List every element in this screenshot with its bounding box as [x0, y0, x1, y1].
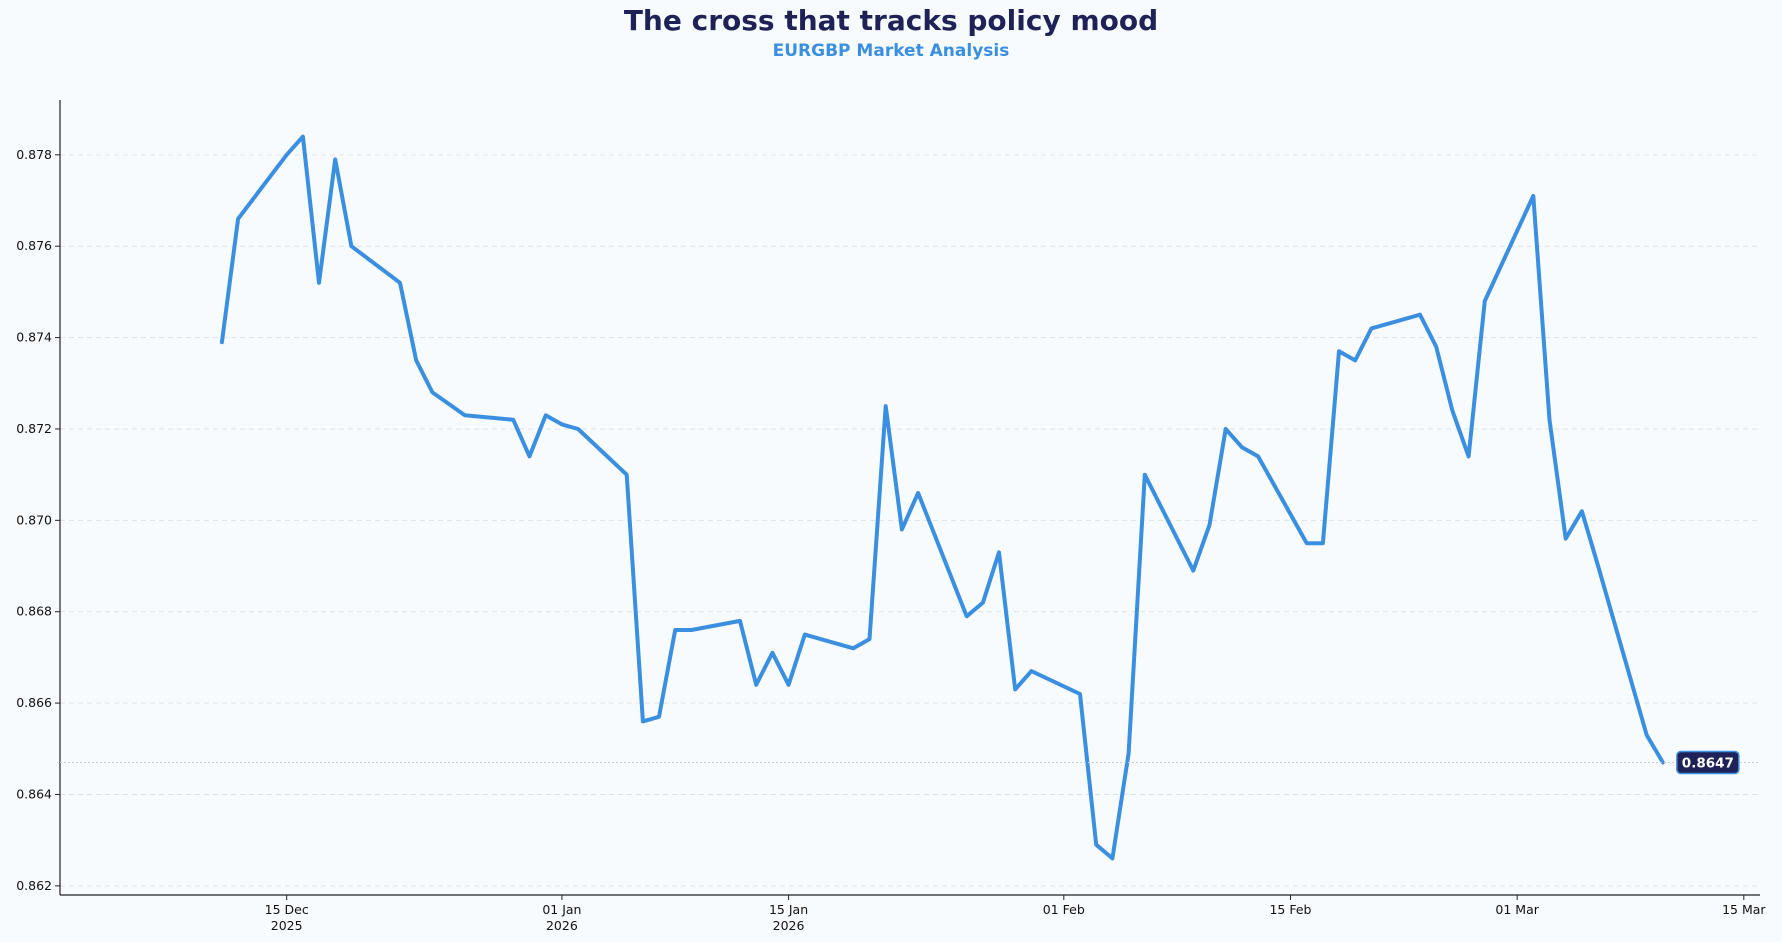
y-tick-label: 0.872	[16, 421, 52, 436]
x-tick-sublabel: 2025	[271, 918, 303, 933]
y-tick-label: 0.874	[16, 330, 52, 345]
chart-subtitle: EURGBP Market Analysis	[772, 41, 1010, 61]
x-tick-label: 15 Jan	[769, 902, 808, 917]
x-tick-label: 15 Dec	[265, 902, 309, 917]
x-tick-label: 15 Feb	[1269, 902, 1311, 917]
y-tick-label: 0.864	[16, 786, 52, 801]
y-tick-label: 0.878	[16, 147, 52, 162]
x-tick-label: 01 Mar	[1495, 902, 1539, 917]
x-tick-label: 01 Jan	[542, 902, 581, 917]
y-tick-label: 0.870	[16, 512, 52, 527]
series-line	[219, 134, 1665, 861]
y-tick-label: 0.862	[16, 878, 52, 893]
y-tick-label: 0.876	[16, 238, 52, 253]
last-value-badge	[1676, 750, 1740, 775]
chart-title: The cross that tracks policy mood	[623, 4, 1159, 37]
x-tick-sublabel: 2026	[546, 918, 578, 933]
x-tick-label: 01 Feb	[1043, 902, 1085, 917]
x-tick-sublabel: 2026	[773, 918, 805, 933]
x-tick-label: 15 Mar	[1722, 902, 1766, 917]
y-tick-label: 0.866	[16, 695, 52, 710]
last-value-label: 0.8647	[1682, 756, 1734, 772]
y-tick-label: 0.868	[16, 604, 52, 619]
